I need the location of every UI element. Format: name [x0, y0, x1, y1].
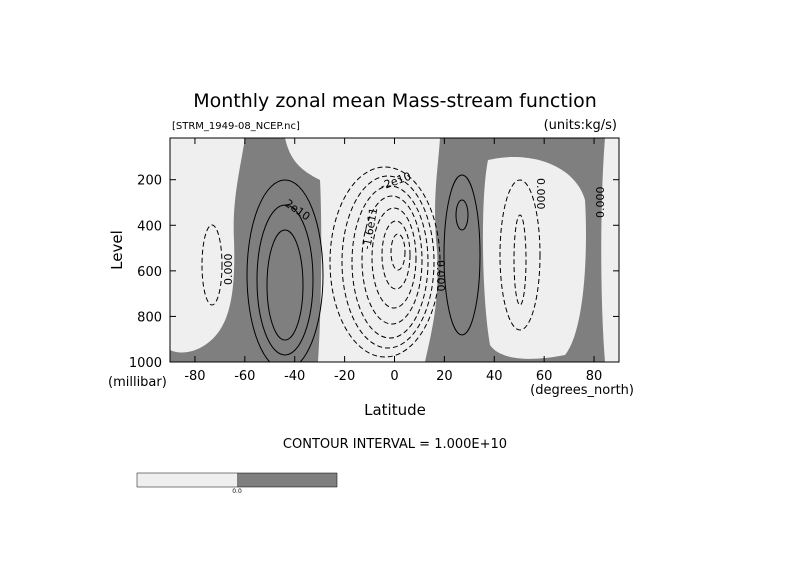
colorbar-negative [137, 473, 237, 487]
contour-label: 0.000 [534, 178, 547, 210]
y-units: (millibar) [108, 375, 167, 390]
chart-title: Monthly zonal mean Mass-stream function [193, 90, 597, 112]
y-tick-label: 200 [137, 174, 162, 189]
x-units: (degrees_north) [530, 383, 634, 398]
contour-lines [201, 166, 541, 362]
contour-label: 0.000 [222, 254, 235, 286]
x-tick-label: -40 [284, 369, 305, 384]
x-tick-label: 0 [390, 369, 398, 384]
y-tick-label: 600 [137, 265, 162, 280]
colorbar-positive [237, 473, 337, 487]
y-tick-label: 800 [137, 310, 162, 325]
x-tick-label: 40 [486, 369, 503, 384]
dataset-label: [STRM_1949-08_NCEP.nc] [172, 121, 300, 132]
x-tick-label: 20 [436, 369, 453, 384]
colorbar-label: 0.0 [232, 488, 242, 495]
x-tick-label: -60 [234, 369, 255, 384]
contour-label: 0.000 [434, 260, 447, 292]
y-tick-label: 1000 [129, 356, 162, 371]
contour-label: 0.000 [594, 187, 607, 219]
x-tick-label: -20 [334, 369, 355, 384]
colorbar-frame [136, 472, 338, 488]
units-label: (units:kg/s) [544, 118, 617, 133]
contour-field [170, 138, 619, 362]
x-tick-label: 60 [536, 369, 553, 384]
x-tick-label: 80 [586, 369, 603, 384]
y-axis-label: Level [108, 230, 126, 270]
x-tick-label: -80 [184, 369, 205, 384]
y-tick-label: 400 [137, 219, 162, 234]
contour-interval: CONTOUR INTERVAL = 1.000E+10 [283, 437, 507, 452]
x-axis-label: Latitude [364, 401, 426, 419]
